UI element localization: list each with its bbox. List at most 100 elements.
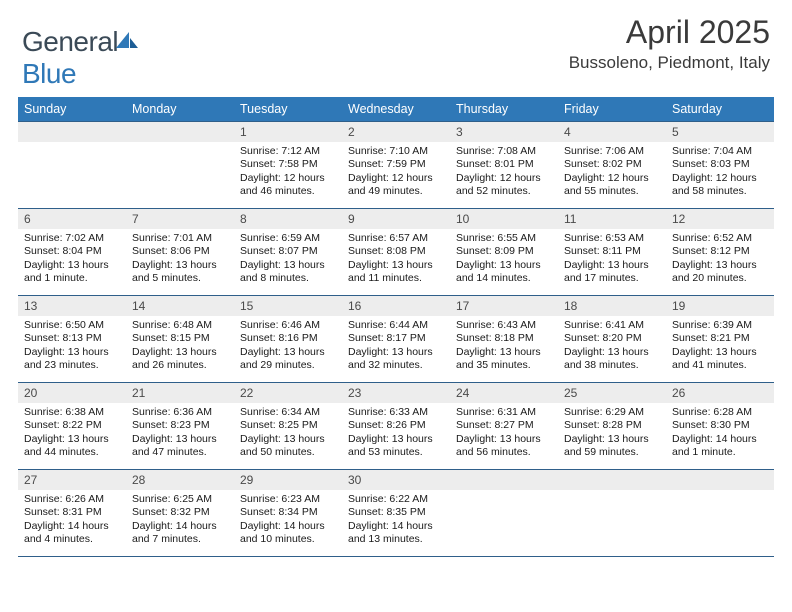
daylight-line: Daylight: 13 hours and 11 minutes. <box>348 259 444 286</box>
sunrise-line: Sunrise: 6:57 AM <box>348 232 444 245</box>
daylight-line: Daylight: 13 hours and 1 minute. <box>24 259 120 286</box>
calendar-day-cell: 15Sunrise: 6:46 AMSunset: 8:16 PMDayligh… <box>234 296 342 383</box>
calendar-page: General Blue April 2025 Bussoleno, Piedm… <box>0 0 792 612</box>
day-number: 17 <box>450 296 558 316</box>
calendar-day-cell: 26Sunrise: 6:28 AMSunset: 8:30 PMDayligh… <box>666 383 774 470</box>
calendar-day-cell: 1Sunrise: 7:12 AMSunset: 7:58 PMDaylight… <box>234 122 342 209</box>
day-number: 27 <box>18 470 126 490</box>
daylight-line: Daylight: 13 hours and 32 minutes. <box>348 346 444 373</box>
brand-part2: Blue <box>22 58 76 89</box>
calendar-header-row: SundayMondayTuesdayWednesdayThursdayFrid… <box>18 97 774 122</box>
calendar-day-cell: 20Sunrise: 6:38 AMSunset: 8:22 PMDayligh… <box>18 383 126 470</box>
day-number: 22 <box>234 383 342 403</box>
day-number: 6 <box>18 209 126 229</box>
sunrise-line: Sunrise: 6:31 AM <box>456 406 552 419</box>
page-title: April 2025 <box>569 14 770 51</box>
day-number: 26 <box>666 383 774 403</box>
weekday-header: Friday <box>558 97 666 122</box>
daylight-line: Daylight: 13 hours and 20 minutes. <box>672 259 768 286</box>
sunrise-line: Sunrise: 7:06 AM <box>564 145 660 158</box>
sunset-line: Sunset: 8:20 PM <box>564 332 660 345</box>
day-content: Sunrise: 6:31 AMSunset: 8:27 PMDaylight:… <box>450 403 558 464</box>
day-content: Sunrise: 6:22 AMSunset: 8:35 PMDaylight:… <box>342 490 450 551</box>
sunrise-line: Sunrise: 7:12 AM <box>240 145 336 158</box>
daylight-line: Daylight: 13 hours and 26 minutes. <box>132 346 228 373</box>
day-content <box>450 490 558 497</box>
daylight-line: Daylight: 13 hours and 29 minutes. <box>240 346 336 373</box>
sunrise-line: Sunrise: 6:25 AM <box>132 493 228 506</box>
day-number: 14 <box>126 296 234 316</box>
calendar-day-cell: 4Sunrise: 7:06 AMSunset: 8:02 PMDaylight… <box>558 122 666 209</box>
calendar-day-cell: 13Sunrise: 6:50 AMSunset: 8:13 PMDayligh… <box>18 296 126 383</box>
calendar-day-cell: 7Sunrise: 7:01 AMSunset: 8:06 PMDaylight… <box>126 209 234 296</box>
sunset-line: Sunset: 8:13 PM <box>24 332 120 345</box>
day-content <box>18 142 126 149</box>
calendar-day-cell <box>558 470 666 557</box>
daylight-line: Daylight: 13 hours and 38 minutes. <box>564 346 660 373</box>
sunset-line: Sunset: 8:02 PM <box>564 158 660 171</box>
day-number: 5 <box>666 122 774 142</box>
sunrise-line: Sunrise: 6:33 AM <box>348 406 444 419</box>
day-content: Sunrise: 6:29 AMSunset: 8:28 PMDaylight:… <box>558 403 666 464</box>
calendar-day-cell: 28Sunrise: 6:25 AMSunset: 8:32 PMDayligh… <box>126 470 234 557</box>
calendar-day-cell: 2Sunrise: 7:10 AMSunset: 7:59 PMDaylight… <box>342 122 450 209</box>
day-number: 4 <box>558 122 666 142</box>
day-number: 25 <box>558 383 666 403</box>
day-number: 23 <box>342 383 450 403</box>
calendar-day-cell <box>18 122 126 209</box>
sunset-line: Sunset: 8:34 PM <box>240 506 336 519</box>
calendar-day-cell <box>126 122 234 209</box>
calendar-day-cell: 27Sunrise: 6:26 AMSunset: 8:31 PMDayligh… <box>18 470 126 557</box>
daylight-line: Daylight: 14 hours and 1 minute. <box>672 433 768 460</box>
weekday-header: Wednesday <box>342 97 450 122</box>
calendar-day-cell: 5Sunrise: 7:04 AMSunset: 8:03 PMDaylight… <box>666 122 774 209</box>
weekday-header: Saturday <box>666 97 774 122</box>
day-content: Sunrise: 6:57 AMSunset: 8:08 PMDaylight:… <box>342 229 450 290</box>
day-number: 15 <box>234 296 342 316</box>
day-content <box>666 490 774 497</box>
sunrise-line: Sunrise: 6:22 AM <box>348 493 444 506</box>
daylight-line: Daylight: 13 hours and 35 minutes. <box>456 346 552 373</box>
day-number: 16 <box>342 296 450 316</box>
brand-sail-icon <box>116 24 138 56</box>
sunrise-line: Sunrise: 7:02 AM <box>24 232 120 245</box>
sunset-line: Sunset: 8:04 PM <box>24 245 120 258</box>
day-number: 12 <box>666 209 774 229</box>
brand-part1: General <box>22 26 118 57</box>
sunrise-line: Sunrise: 6:52 AM <box>672 232 768 245</box>
day-number <box>450 470 558 490</box>
sunrise-line: Sunrise: 7:04 AM <box>672 145 768 158</box>
daylight-line: Daylight: 13 hours and 41 minutes. <box>672 346 768 373</box>
weekday-header: Monday <box>126 97 234 122</box>
weekday-header: Sunday <box>18 97 126 122</box>
sunset-line: Sunset: 8:11 PM <box>564 245 660 258</box>
day-number <box>18 122 126 142</box>
sunset-line: Sunset: 8:06 PM <box>132 245 228 258</box>
day-content <box>126 142 234 149</box>
sunrise-line: Sunrise: 6:50 AM <box>24 319 120 332</box>
daylight-line: Daylight: 14 hours and 13 minutes. <box>348 520 444 547</box>
daylight-line: Daylight: 13 hours and 44 minutes. <box>24 433 120 460</box>
daylight-line: Daylight: 13 hours and 47 minutes. <box>132 433 228 460</box>
sunset-line: Sunset: 8:16 PM <box>240 332 336 345</box>
day-content: Sunrise: 6:48 AMSunset: 8:15 PMDaylight:… <box>126 316 234 377</box>
day-number: 2 <box>342 122 450 142</box>
day-content: Sunrise: 6:39 AMSunset: 8:21 PMDaylight:… <box>666 316 774 377</box>
daylight-line: Daylight: 13 hours and 17 minutes. <box>564 259 660 286</box>
day-content: Sunrise: 7:06 AMSunset: 8:02 PMDaylight:… <box>558 142 666 203</box>
sunrise-line: Sunrise: 6:44 AM <box>348 319 444 332</box>
sunrise-line: Sunrise: 7:08 AM <box>456 145 552 158</box>
calendar-day-cell: 18Sunrise: 6:41 AMSunset: 8:20 PMDayligh… <box>558 296 666 383</box>
calendar-day-cell: 24Sunrise: 6:31 AMSunset: 8:27 PMDayligh… <box>450 383 558 470</box>
calendar-day-cell <box>450 470 558 557</box>
daylight-line: Daylight: 13 hours and 5 minutes. <box>132 259 228 286</box>
calendar-day-cell: 3Sunrise: 7:08 AMSunset: 8:01 PMDaylight… <box>450 122 558 209</box>
daylight-line: Daylight: 14 hours and 7 minutes. <box>132 520 228 547</box>
daylight-line: Daylight: 12 hours and 58 minutes. <box>672 172 768 199</box>
day-number: 13 <box>18 296 126 316</box>
day-content: Sunrise: 6:55 AMSunset: 8:09 PMDaylight:… <box>450 229 558 290</box>
calendar-week-row: 6Sunrise: 7:02 AMSunset: 8:04 PMDaylight… <box>18 209 774 296</box>
sunrise-line: Sunrise: 6:29 AM <box>564 406 660 419</box>
sunrise-line: Sunrise: 6:48 AM <box>132 319 228 332</box>
day-content: Sunrise: 6:50 AMSunset: 8:13 PMDaylight:… <box>18 316 126 377</box>
